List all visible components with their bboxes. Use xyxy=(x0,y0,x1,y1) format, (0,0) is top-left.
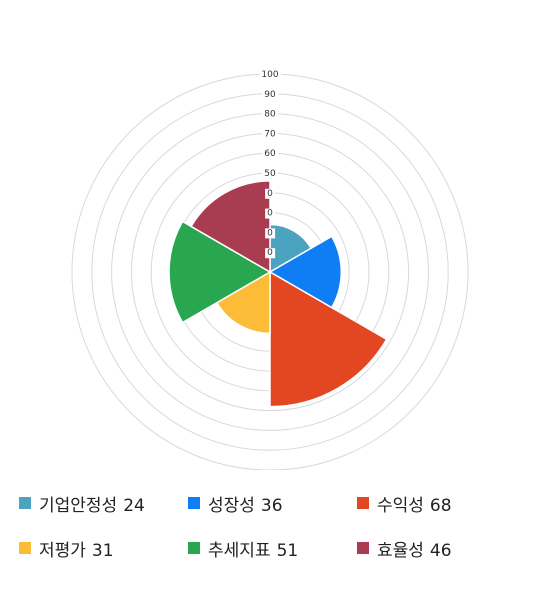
legend-swatch xyxy=(188,542,200,554)
polar-chart: 0 0 0 0 50 60 70 80 90 100 xyxy=(71,70,469,470)
legend-label: 수익성 xyxy=(377,495,424,516)
tick-label-backdrop xyxy=(265,188,276,199)
tick-label-backdrop xyxy=(262,129,278,140)
legend-value: 31 xyxy=(91,540,114,561)
tick-label-90: 90 xyxy=(264,90,276,100)
tick-label-50: 50 xyxy=(264,169,276,179)
tick-label-backdrop xyxy=(262,169,278,179)
tick-label-30: 0 xyxy=(267,209,273,219)
legend-swatch xyxy=(357,542,369,554)
legend-item-trend[interactable]: 추세지표 51 xyxy=(188,533,298,563)
legend-label: 저평가 xyxy=(39,540,86,561)
legend-label: 추세지표 xyxy=(208,540,271,561)
tick-label-backdrop xyxy=(262,109,278,120)
tick-label-100: 100 xyxy=(261,70,278,80)
legend-item-stability[interactable]: 기업안정성 24 xyxy=(19,488,145,518)
legend-swatch xyxy=(357,497,369,509)
legend-swatch xyxy=(188,497,200,509)
legend-swatch xyxy=(19,542,31,554)
tick-label-70: 70 xyxy=(264,129,276,139)
tick-label-80: 80 xyxy=(264,110,276,120)
sector-1[interactable] xyxy=(268,235,342,309)
legend-value: 46 xyxy=(429,540,452,561)
tick-label-20: 0 xyxy=(267,228,273,238)
legend-label: 기업안정성 xyxy=(39,495,118,516)
legend-label: 효율성 xyxy=(377,540,424,561)
legend-value: 68 xyxy=(429,495,452,516)
legend-value: 36 xyxy=(260,495,283,516)
sector-5[interactable] xyxy=(190,180,271,274)
legend-item-profitability[interactable]: 수익성 68 xyxy=(357,488,452,518)
tick-label-backdrop xyxy=(262,149,278,160)
legend-item-growth[interactable]: 성장성 36 xyxy=(188,488,283,518)
tick-label-backdrop xyxy=(265,228,276,239)
tick-label-60: 60 xyxy=(264,149,276,159)
legend-value: 51 xyxy=(276,540,299,561)
tick-label-40: 0 xyxy=(267,189,273,199)
sector-2[interactable] xyxy=(269,270,388,408)
sector-0[interactable] xyxy=(269,223,313,274)
legend-item-undervaluation[interactable]: 저평가 31 xyxy=(19,533,114,563)
sector-4[interactable] xyxy=(168,220,272,324)
legend-value: 24 xyxy=(123,495,145,516)
tick-label-10: 0 xyxy=(267,248,273,258)
legend-label: 성장성 xyxy=(208,495,255,516)
legend-item-efficiency[interactable]: 효율성 46 xyxy=(357,533,452,563)
tick-label-backdrop xyxy=(265,248,276,259)
legend-swatch xyxy=(19,497,31,509)
polar-chart-svg: 0 0 0 0 50 60 70 80 90 100 xyxy=(71,70,469,470)
legend: 기업안정성 24 성장성 36 수익성 68 저평가 31 추세지표 51 효율성 46 xyxy=(0,485,540,585)
tick-label-backdrop xyxy=(265,208,276,219)
tick-label-backdrop xyxy=(259,70,281,80)
sector-3[interactable] xyxy=(215,270,271,335)
tick-label-backdrop xyxy=(262,89,278,100)
